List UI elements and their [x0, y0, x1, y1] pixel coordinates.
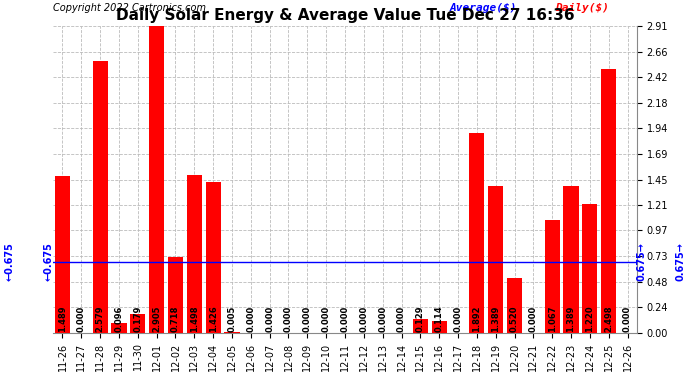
- Bar: [469, 133, 484, 333]
- Text: 0.000: 0.000: [623, 305, 632, 332]
- Text: 1.498: 1.498: [190, 305, 199, 332]
- Bar: [488, 186, 503, 333]
- Bar: [168, 257, 183, 333]
- Bar: [130, 314, 146, 333]
- Bar: [564, 186, 578, 333]
- Bar: [187, 175, 202, 333]
- Text: 0.000: 0.000: [284, 305, 293, 332]
- Bar: [582, 204, 598, 333]
- Text: 1.892: 1.892: [473, 305, 482, 332]
- Text: 1.389: 1.389: [566, 305, 575, 332]
- Text: Copyright 2022 Cartronics.com: Copyright 2022 Cartronics.com: [53, 3, 206, 13]
- Bar: [601, 69, 616, 333]
- Text: 1.067: 1.067: [548, 305, 557, 332]
- Bar: [92, 61, 108, 333]
- Title: Daily Solar Energy & Average Value Tue Dec 27 16:36: Daily Solar Energy & Average Value Tue D…: [116, 8, 574, 23]
- Text: 1.220: 1.220: [585, 305, 594, 332]
- Text: 0.096: 0.096: [115, 305, 124, 332]
- Text: 2.579: 2.579: [96, 305, 105, 332]
- Text: 0.005: 0.005: [228, 305, 237, 332]
- Bar: [206, 182, 221, 333]
- Text: 0.000: 0.000: [303, 305, 312, 332]
- Bar: [149, 26, 164, 333]
- Text: 1.389: 1.389: [491, 305, 500, 332]
- Text: 0.000: 0.000: [340, 305, 350, 332]
- Text: 0.129: 0.129: [416, 305, 425, 332]
- Text: ←0.675: ←0.675: [4, 242, 14, 281]
- Text: 0.520: 0.520: [510, 305, 519, 332]
- Text: 0.000: 0.000: [322, 305, 331, 332]
- Text: 2.498: 2.498: [604, 305, 613, 332]
- Text: 2.905: 2.905: [152, 305, 161, 332]
- Text: 0.000: 0.000: [77, 305, 86, 332]
- Bar: [55, 176, 70, 333]
- Text: 0.718: 0.718: [171, 305, 180, 332]
- Text: 0.000: 0.000: [378, 305, 387, 332]
- Text: 0.114: 0.114: [435, 305, 444, 332]
- Bar: [413, 319, 428, 333]
- Bar: [112, 322, 126, 333]
- Text: 1.426: 1.426: [208, 305, 217, 332]
- Text: 0.675→: 0.675→: [676, 242, 686, 281]
- Bar: [224, 332, 239, 333]
- Text: 0.000: 0.000: [359, 305, 368, 332]
- Text: ←0.675: ←0.675: [43, 242, 53, 281]
- Text: 0.000: 0.000: [265, 305, 274, 332]
- Text: 0.000: 0.000: [453, 305, 462, 332]
- Text: 0.000: 0.000: [246, 305, 255, 332]
- Bar: [507, 278, 522, 333]
- Text: Average($): Average($): [450, 3, 518, 13]
- Bar: [432, 321, 446, 333]
- Bar: [544, 220, 560, 333]
- Text: 0.179: 0.179: [133, 305, 142, 332]
- Text: Daily($): Daily($): [555, 3, 609, 13]
- Text: 0.675→: 0.675→: [637, 242, 647, 281]
- Text: 0.000: 0.000: [529, 305, 538, 332]
- Text: 1.489: 1.489: [58, 305, 67, 332]
- Text: 0.000: 0.000: [397, 305, 406, 332]
